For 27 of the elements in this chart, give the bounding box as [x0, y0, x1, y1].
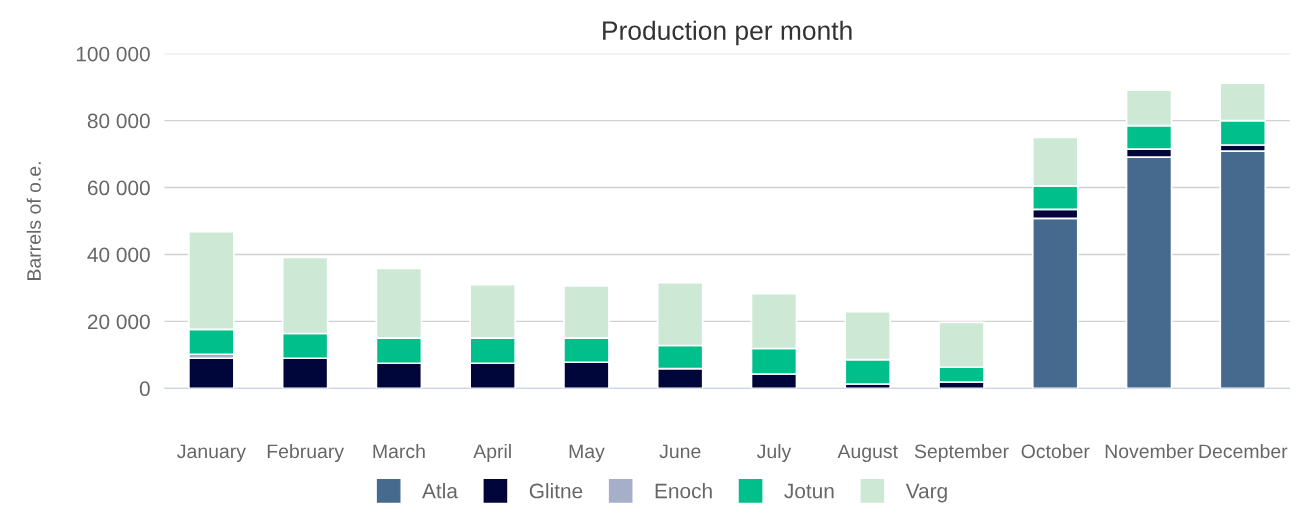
x-tick-label: April	[473, 443, 511, 463]
y-axis-title: Barrels of o.e.	[26, 162, 41, 280]
x-tick-label: December	[1199, 443, 1288, 459]
x-tick-label: June	[659, 444, 701, 459]
y-tick-label: 80 000	[87, 113, 150, 129]
legend-label: Jotun	[784, 483, 834, 499]
y-tick-label: 20 000	[87, 314, 150, 330]
x-tick-label: March	[373, 443, 425, 459]
bar	[1219, 150, 1267, 389]
x-tick-label: January	[177, 444, 246, 463]
x-tick-label: May	[569, 444, 605, 463]
x-tick-label: October	[1021, 443, 1090, 459]
y-tick-label: 60 000	[87, 180, 150, 196]
y-tick-label: 0	[139, 381, 150, 397]
legend-label: Enoch	[655, 483, 712, 499]
chart-title: Production per month	[603, 20, 852, 46]
x-tick-label: November	[1105, 443, 1194, 459]
legend-label: Atla	[422, 483, 458, 499]
legend-label: Varg	[905, 483, 947, 503]
legend-label: Glitne	[529, 483, 583, 499]
y-tick-label: 40 000	[87, 247, 150, 263]
x-tick-label: February	[267, 443, 345, 463]
x-tick-label: September	[914, 443, 1009, 463]
x-tick-label: August	[837, 444, 898, 463]
x-tick-label: July	[756, 443, 792, 463]
bar	[188, 357, 235, 389]
y-tick-label: 100 000	[76, 46, 150, 62]
